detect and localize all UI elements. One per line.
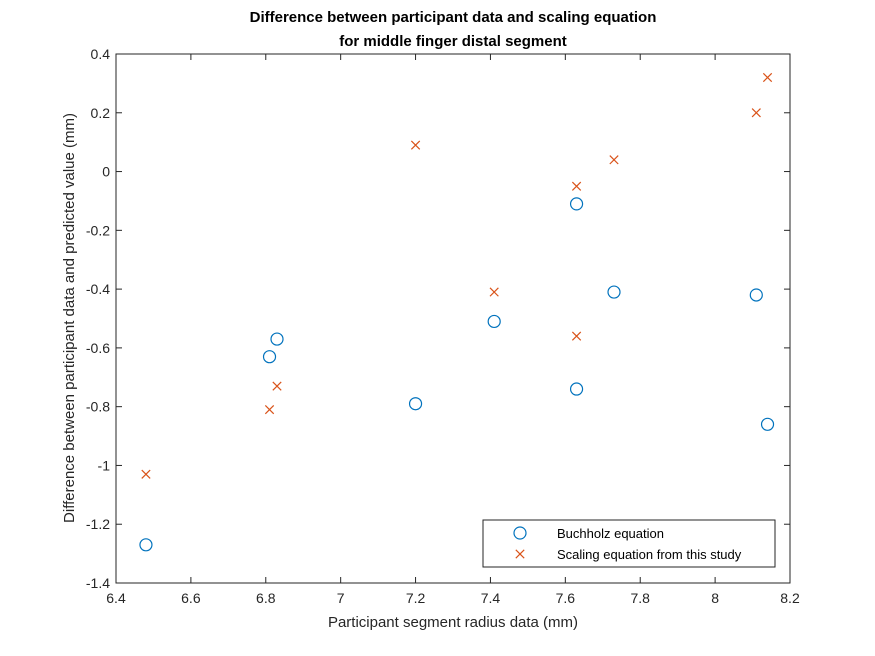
legend: Buchholz equation Scaling equation from … <box>482 519 776 568</box>
buchholz-point <box>139 538 153 552</box>
scaling-point <box>762 72 773 83</box>
scaling-point <box>489 287 499 297</box>
legend-entry-buchholz: Buchholz equation <box>557 526 664 541</box>
x-tick-label: 8 <box>711 590 719 606</box>
buchholz-point <box>262 350 277 364</box>
y-tick-label: -0.6 <box>86 340 110 356</box>
y-tick-label: -0.4 <box>86 281 110 297</box>
x-tick-label: 7.4 <box>481 590 501 606</box>
y-tick-label: 0 <box>102 164 110 180</box>
y-tick-label: -0.2 <box>86 222 110 238</box>
legend-entry-scaling: Scaling equation from this study <box>557 547 742 562</box>
legend-marker-scaling <box>515 549 525 559</box>
y-tick-label: -0.8 <box>86 399 110 415</box>
scaling-point <box>264 404 275 415</box>
x-tick-label: 6.6 <box>181 590 201 606</box>
y-tick-label: 0.4 <box>91 46 111 62</box>
chart-title-line-1: Difference between participant data and … <box>250 9 657 26</box>
marks-layer <box>139 72 775 552</box>
x-tick-label: 6.8 <box>256 590 276 606</box>
scaling-point <box>751 108 761 118</box>
buchholz-point <box>569 382 584 396</box>
buchholz-point <box>408 397 423 411</box>
y-axis-label: Difference between participant data and … <box>61 113 78 523</box>
scaling-point <box>141 469 151 479</box>
scaling-point <box>410 140 421 150</box>
buchholz-point <box>749 288 763 302</box>
x-tick-label: 7 <box>337 590 345 606</box>
buchholz-point <box>270 332 284 346</box>
scaling-point <box>272 381 282 391</box>
y-tick-label: -1 <box>98 457 111 473</box>
legend-marker-buchholz <box>513 526 527 540</box>
ticks-layer: 6.4 6.6 6.8 7 7.2 7.4 7.6 7.8 8 8.2 0.4 0.2 0 -0.2 -0.… <box>86 46 800 606</box>
scaling-point <box>609 155 619 165</box>
y-tick-label: -1.4 <box>86 575 110 591</box>
x-tick-label: 7.8 <box>630 590 650 606</box>
legend-box <box>482 519 776 568</box>
scaling-point <box>571 331 582 341</box>
x-tick-label: 7.2 <box>406 590 426 606</box>
x-tick-label: 7.6 <box>556 590 576 606</box>
buchholz-point <box>487 314 501 329</box>
scaling-point <box>571 181 582 191</box>
x-tick-label: 6.4 <box>106 590 126 606</box>
buchholz-point <box>569 197 584 211</box>
legend-markers <box>513 526 527 559</box>
plot-area <box>116 54 790 583</box>
buchholz-point <box>607 285 621 299</box>
buchholz-point <box>760 417 775 431</box>
plot-frame <box>115 53 791 584</box>
y-tick-label: 0.2 <box>91 105 111 121</box>
x-axis-label: Participant segment radius data (mm) <box>328 614 578 631</box>
y-tick-label: -1.2 <box>86 516 110 532</box>
chart-title-line-2: for middle finger distal segment <box>339 33 567 50</box>
x-tick-label: 8.2 <box>780 590 800 606</box>
